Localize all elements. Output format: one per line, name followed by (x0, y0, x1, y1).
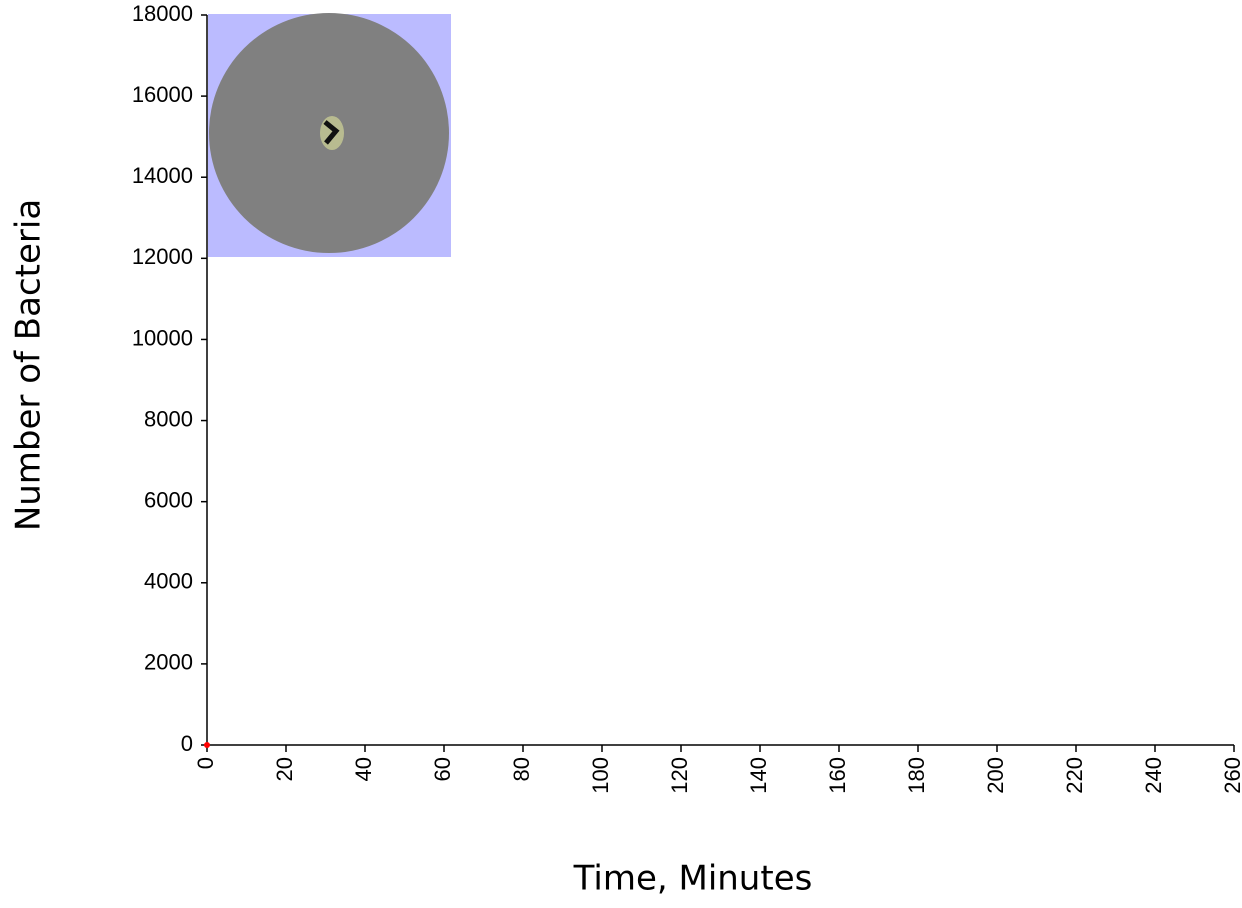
x-tick-label: 140 (746, 757, 771, 794)
y-tick-label: 0 (181, 731, 193, 756)
y-tick-label: 12000 (132, 244, 193, 269)
y-tick-label: 6000 (144, 487, 193, 512)
x-tick-label: 240 (1141, 757, 1166, 794)
x-tick-label: 220 (1062, 757, 1087, 794)
x-tick-label: 20 (272, 757, 297, 781)
x-tick-label: 0 (193, 757, 218, 769)
y-tick-label: 18000 (132, 1, 193, 26)
petri-dish-image (208, 13, 451, 257)
x-tick-label: 160 (825, 757, 850, 794)
y-axis-title: Number of Bacteria (9, 199, 49, 531)
y-tick-label: 16000 (132, 82, 193, 107)
y-tick-label: 14000 (132, 163, 193, 188)
x-tick-label: 180 (904, 757, 929, 794)
x-tick-label: 100 (588, 757, 613, 794)
data-point (204, 742, 210, 748)
x-tick-label: 120 (667, 757, 692, 794)
chart: Time, Minutes Number of Bacteria 0200040… (0, 0, 1242, 908)
x-tick-label: 80 (509, 757, 534, 781)
x-axis-title: Time, Minutes (573, 859, 813, 899)
y-tick-label: 2000 (144, 650, 193, 675)
x-tick-label: 40 (351, 757, 376, 781)
y-tick-label: 10000 (132, 325, 193, 350)
y-tick-label: 8000 (144, 406, 193, 431)
x-tick-label: 200 (983, 757, 1008, 794)
x-tick-label: 260 (1220, 757, 1242, 794)
x-tick-label: 60 (430, 757, 455, 781)
y-tick-label: 4000 (144, 569, 193, 594)
